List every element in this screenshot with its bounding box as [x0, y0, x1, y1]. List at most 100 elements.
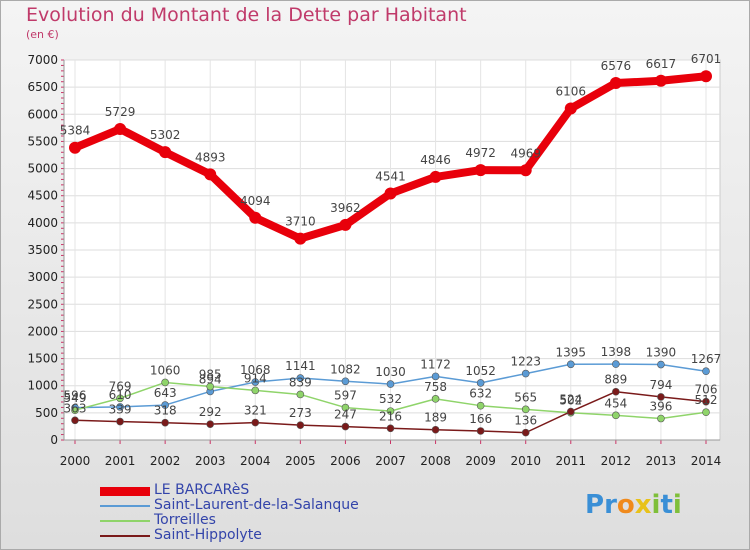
data-point: [206, 382, 215, 391]
data-point: [476, 379, 485, 387]
data-point: [657, 393, 665, 401]
data-point: [386, 407, 395, 415]
y-tick-label: 1000: [27, 379, 58, 393]
data-label: 321: [244, 404, 267, 418]
data-label: 512: [695, 393, 718, 407]
chart-legend: LE BARCARèS Saint-Laurent-de-la-Salanque T…: [100, 482, 400, 544]
x-tick-label: 2013: [646, 454, 677, 468]
data-label: 3710: [285, 215, 316, 229]
y-tick-label: 4500: [27, 189, 58, 203]
data-point: [296, 374, 305, 382]
data-point: [431, 425, 440, 434]
legend-label: Saint-Laurent-de-la-Salanque: [154, 497, 359, 513]
data-label: 4969: [510, 146, 541, 160]
data-label: 273: [289, 406, 312, 420]
data-label: 363: [64, 401, 87, 415]
y-tick-label: 3000: [27, 270, 58, 284]
data-point: [429, 170, 442, 183]
logo-letter: P: [585, 490, 605, 520]
data-point: [386, 424, 395, 433]
data-point: [116, 394, 124, 403]
data-point: [251, 418, 260, 427]
data-point: [161, 401, 169, 409]
data-label: 1390: [646, 346, 677, 360]
data-label: 3962: [330, 201, 361, 215]
data-label: 596: [64, 389, 87, 403]
logo-letter: i: [651, 490, 661, 520]
data-label: 1267: [691, 352, 722, 366]
logo-letter: x: [634, 490, 652, 520]
data-point: [702, 408, 710, 417]
data-point: [519, 164, 532, 177]
y-tick-label: 5500: [27, 134, 58, 148]
data-label: 1082: [330, 362, 361, 376]
legend-swatch: [100, 505, 150, 507]
data-label: 643: [154, 386, 177, 400]
data-point: [161, 418, 169, 427]
data-label: 524: [559, 393, 582, 407]
data-point: [700, 70, 712, 83]
data-point: [296, 421, 305, 429]
y-tick-label: 2000: [27, 324, 58, 338]
legend-swatch: [100, 487, 150, 496]
data-label: 1223: [510, 355, 541, 369]
data-point: [341, 403, 350, 412]
x-tick-label: 2007: [375, 454, 406, 468]
data-point: [204, 168, 217, 181]
data-point: [657, 360, 665, 369]
chart-title: Evolution du Montant de la Dette par Hab…: [26, 4, 467, 26]
y-tick-label: 6500: [27, 80, 58, 94]
data-point: [384, 187, 397, 200]
data-point: [566, 407, 575, 416]
data-label: 1068: [240, 363, 271, 377]
x-tick-label: 2002: [150, 454, 181, 468]
legend-label: Saint-Hippolyte: [154, 527, 262, 543]
legend-label: Torreilles: [154, 512, 216, 528]
data-point: [564, 102, 577, 115]
x-tick-label: 2014: [691, 454, 722, 468]
logo-letter: t: [660, 490, 673, 520]
data-label: 4094: [240, 194, 271, 208]
data-label: 597: [334, 389, 357, 403]
data-point: [521, 428, 530, 437]
data-point: [609, 77, 622, 90]
legend-item: LE BARCARèS: [100, 482, 400, 499]
data-point: [71, 416, 79, 425]
y-tick-label: 7000: [27, 53, 58, 67]
data-point: [612, 360, 620, 368]
data-label: 769: [109, 379, 132, 393]
data-point: [161, 378, 169, 387]
data-point: [296, 390, 305, 399]
data-label: 4846: [420, 153, 451, 167]
y-tick-label: 5000: [27, 162, 58, 176]
data-label: 1030: [375, 365, 406, 379]
y-tick-label: 2500: [27, 297, 58, 311]
data-point: [341, 422, 350, 431]
data-point: [431, 372, 440, 381]
data-label: 894: [199, 372, 222, 386]
data-label: 5384: [60, 124, 91, 138]
legend-item: Torreilles: [100, 512, 400, 529]
x-tick-label: 2000: [60, 454, 91, 468]
data-label: 5729: [105, 105, 136, 119]
x-tick-label: 2009: [465, 454, 496, 468]
data-point: [476, 427, 485, 435]
data-point: [116, 417, 124, 426]
data-label: 454: [604, 396, 627, 410]
data-label: 839: [289, 375, 312, 389]
legend-item: Saint-Laurent-de-la-Salanque: [100, 497, 400, 514]
data-label: 532: [379, 392, 402, 406]
data-point: [341, 377, 350, 386]
y-tick-label: 6000: [27, 107, 58, 121]
logo-letter: i: [672, 490, 682, 520]
data-label: 502: [559, 394, 582, 408]
data-label: 6701: [691, 52, 722, 66]
data-label: 610: [109, 388, 132, 402]
data-label: 632: [469, 387, 492, 401]
data-label: 292: [199, 405, 222, 419]
data-point: [71, 406, 79, 414]
data-point: [521, 405, 530, 414]
data-label: 136: [514, 414, 537, 428]
data-label: 549: [64, 391, 87, 405]
legend-item: Saint-Hippolyte: [100, 527, 400, 544]
